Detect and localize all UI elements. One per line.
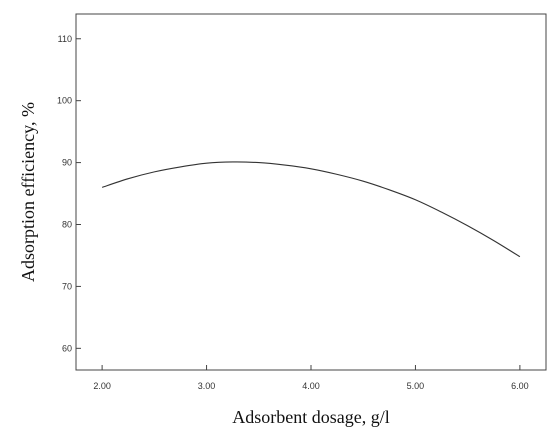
plot-frame (75, 13, 547, 371)
y-tick-label: 90 (62, 158, 72, 168)
x-tick-label: 4.00 (302, 381, 320, 391)
y-tick-label: 80 (62, 220, 72, 230)
x-tick-label: 2.00 (93, 381, 111, 391)
series-line (101, 161, 521, 258)
y-tick-label: 60 (62, 343, 72, 353)
y-tick-label: 70 (62, 281, 72, 291)
x-tick-label: 3.00 (198, 381, 216, 391)
x-tick-label: 6.00 (511, 381, 529, 391)
y-tick-label: 110 (58, 34, 72, 44)
y-axis-ticks: 60 70 80 90 100 110 (57, 34, 81, 353)
y-tick-label: 100 (57, 96, 72, 106)
x-axis-ticks: 2.00 3.00 4.00 5.00 6.00 (93, 365, 529, 391)
x-tick-label: 5.00 (407, 381, 425, 391)
x-axis-title: Adsorbent dosage, g/l (232, 407, 389, 427)
y-axis-title: Adsorption efficiency, % (18, 102, 38, 282)
